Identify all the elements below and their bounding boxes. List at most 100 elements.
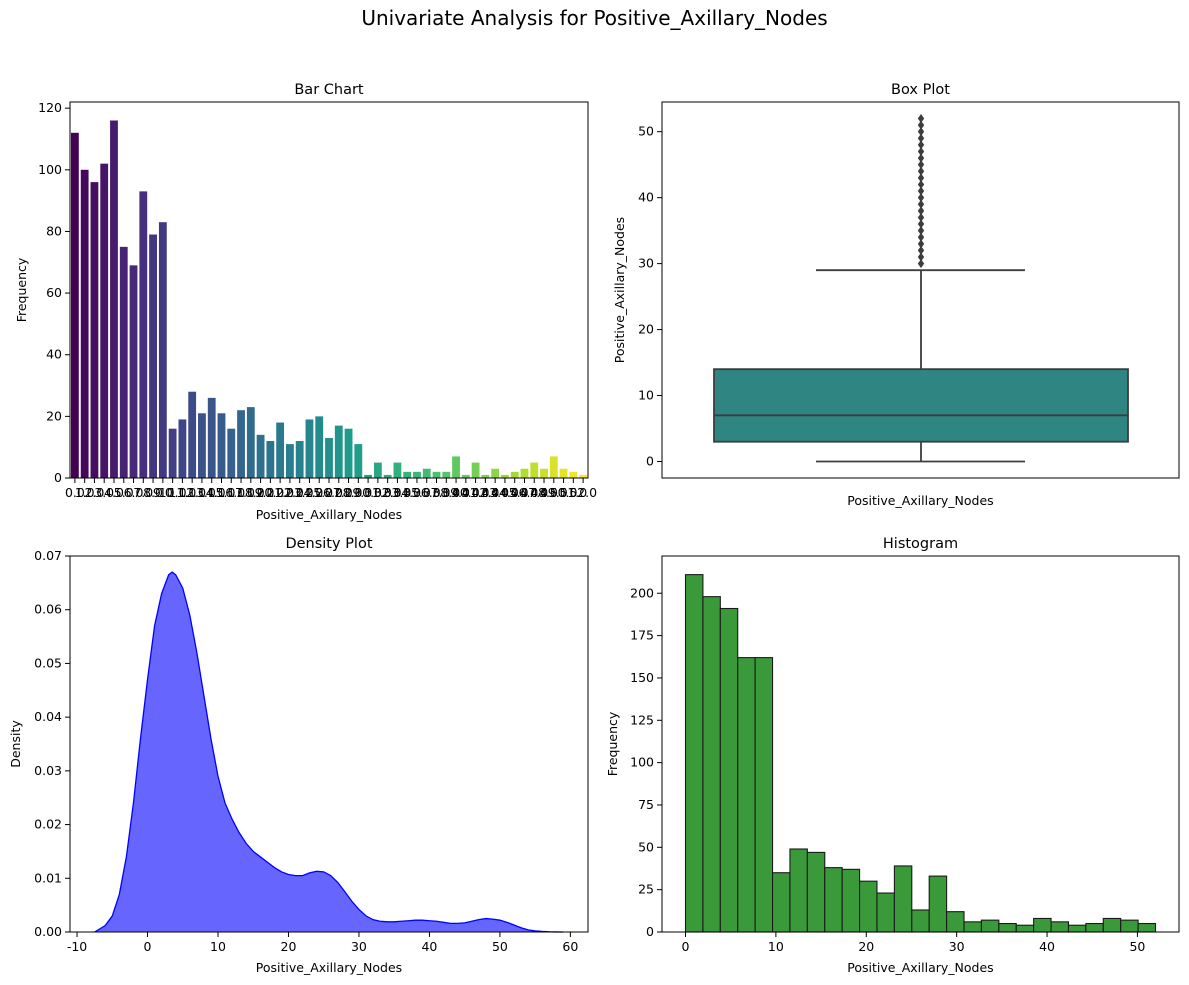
histogram-bar: [876, 892, 895, 933]
x-tick-label: 18.0: [237, 485, 265, 500]
outlier-point: [917, 140, 925, 150]
y-tick-label: 125: [630, 712, 654, 727]
x-tick-label: 21.0: [266, 485, 294, 500]
bar: [510, 471, 519, 478]
bar: [530, 462, 539, 478]
outlier-point: [917, 186, 925, 196]
x-tick-label: 7.0: [133, 485, 153, 500]
x-tick-label: 5.0: [114, 485, 134, 500]
bar-chart-panel: 0 20 40 60 80 100 120 0.01.02.03.04.05.06.07.08…: [14, 82, 597, 522]
outlier-point: [917, 146, 925, 156]
x-tick-label: 34.0: [393, 485, 421, 500]
histogram-bar: [859, 880, 878, 933]
y-tick-label: 0.02: [34, 817, 62, 832]
outlier-point: [917, 113, 925, 123]
x-tick-label: 41.0: [462, 485, 490, 500]
x-tick-label: 10: [210, 939, 226, 954]
bar: [188, 391, 197, 478]
x-axis-label: Positive_Axillary_Nodes: [847, 960, 993, 975]
x-tick-label: 1.0: [75, 485, 95, 500]
x-tick-label: 30.0: [354, 485, 382, 500]
bar: [266, 441, 275, 478]
y-tick-label: 0.00: [34, 924, 62, 939]
y-tick-label: 80: [46, 223, 62, 238]
outlier-point: [917, 120, 925, 130]
x-tick-label: 50: [492, 939, 508, 954]
histogram-bar: [806, 851, 826, 933]
x-tick-label: 44.0: [491, 485, 519, 500]
x-tick-label: 47.0: [520, 485, 548, 500]
bar: [285, 444, 294, 478]
outlier-point: [917, 212, 925, 222]
y-tick-label: 0.03: [34, 763, 62, 778]
x-tick-label: 49.0: [540, 485, 568, 500]
bar: [481, 474, 490, 478]
bar: [432, 471, 441, 478]
bar: [579, 474, 588, 478]
histogram-bar: [980, 919, 1000, 933]
bar: [452, 456, 460, 478]
bar: [207, 397, 216, 478]
histogram-bar: [963, 921, 982, 933]
y-tick-label: 40: [638, 190, 654, 205]
histogram-bar: [998, 922, 1017, 933]
iqr-box: [713, 368, 1129, 443]
x-tick-label: 38.0: [432, 485, 460, 500]
x-axis-label: Positive_Axillary_Nodes: [847, 493, 993, 508]
histogram-bar: [911, 909, 930, 933]
histogram-bar: [1120, 919, 1139, 933]
bar: [198, 413, 206, 478]
x-tick-label: 3.0: [94, 485, 114, 500]
y-tick-label: 0: [54, 470, 62, 485]
figure-title: Univariate Analysis for Positive_Axillar…: [361, 6, 828, 30]
y-tick-label: 0.07: [34, 548, 62, 563]
y-tick-label: 50: [638, 839, 654, 854]
x-tick-label: 43.0: [481, 485, 509, 500]
outlier-point: [917, 206, 925, 216]
bar: [549, 456, 558, 478]
outlier-point: [917, 193, 925, 203]
x-tick-label: 36.0: [413, 485, 441, 500]
x-tick-label: 13.0: [188, 485, 216, 500]
outlier-point: [917, 259, 925, 269]
histogram-bar: [1050, 921, 1070, 933]
bar: [393, 462, 402, 478]
x-tick-label: 23.0: [286, 485, 314, 500]
y-tick-label: 25: [638, 882, 654, 897]
x-tick-label: 10.0: [159, 485, 187, 500]
y-tick-label: 100: [630, 755, 654, 770]
x-tick-label: 28.0: [335, 485, 363, 500]
bar: [422, 468, 431, 478]
y-tick-label: 100: [38, 162, 62, 177]
bar: [100, 163, 109, 478]
bar: [129, 265, 138, 478]
bar: [276, 422, 285, 478]
x-tick-label: 45.0: [501, 485, 529, 500]
outlier-point: [917, 219, 925, 229]
outlier-point: [917, 199, 925, 209]
x-tick-label: 4.0: [104, 485, 124, 500]
density-line: [94, 571, 564, 933]
x-tick-label: 24.0: [296, 485, 324, 500]
x-tick-label: 51.0: [559, 485, 587, 500]
x-tick-label: 37.0: [423, 485, 451, 500]
x-tick-label: 60: [562, 939, 578, 954]
outlier-point: [917, 226, 925, 236]
bar: [315, 416, 324, 478]
x-tick-label: 15.0: [208, 485, 236, 500]
outlier-point: [917, 232, 925, 242]
y-tick-label: 10: [638, 388, 654, 403]
y-axis-label: Positive_Axillary_Nodes: [612, 217, 627, 363]
bar: [491, 468, 500, 478]
x-tick-label: 52.0: [569, 485, 597, 500]
outlier-point: [917, 239, 925, 249]
x-tick-label: 42.0: [471, 485, 499, 500]
y-tick-label: 0.01: [34, 870, 62, 885]
bar: [158, 222, 167, 478]
box-plot-panel: 0 10 20 30 40 50 Box Plot Positive_Axillary_Nod…: [612, 82, 1180, 508]
histogram-bar: [1137, 922, 1157, 933]
x-tick-label: 31.0: [364, 485, 392, 500]
x-tick-label: 19.0: [247, 485, 275, 500]
x-tick-label: 32.0: [374, 485, 402, 500]
